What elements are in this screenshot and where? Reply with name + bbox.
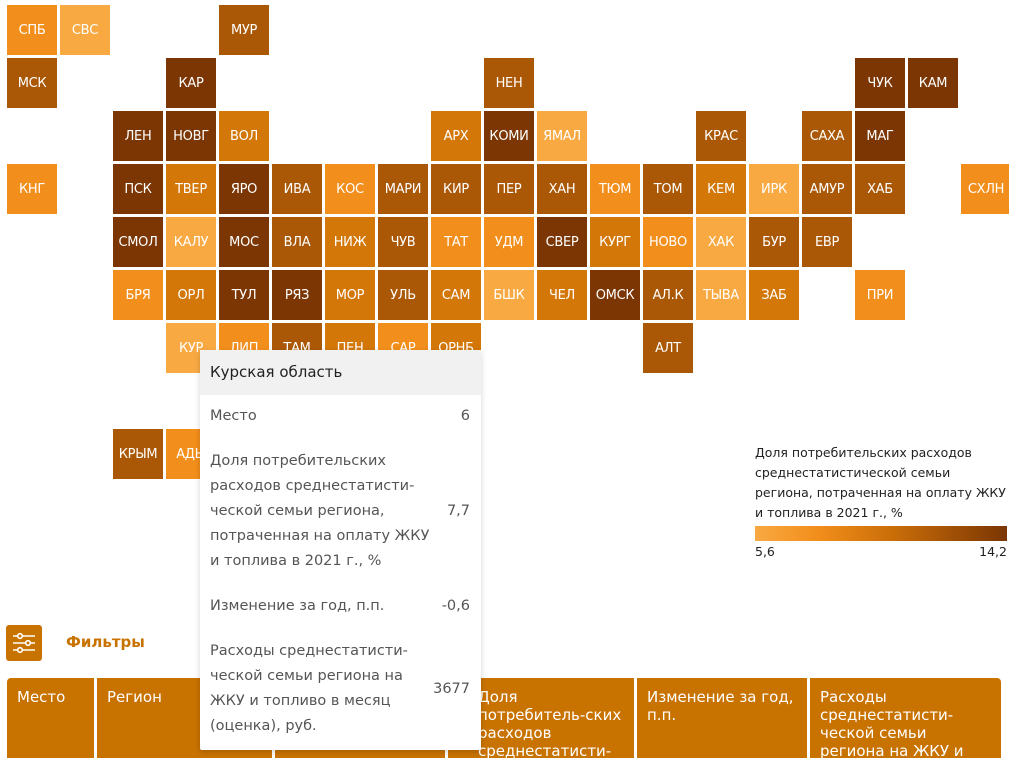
region-tile[interactable]: САМ <box>431 270 481 320</box>
region-tile[interactable]: ВОЛ <box>219 111 269 161</box>
region-tile[interactable]: МОР <box>325 270 375 320</box>
tooltip-value: 6 <box>460 408 470 424</box>
region-tile[interactable]: ПЕР <box>484 164 534 214</box>
region-tile[interactable]: КАМ <box>908 58 958 108</box>
tooltip-row: Изменение за год, п.п. -0,6 <box>200 594 481 619</box>
region-tile[interactable]: ИВА <box>272 164 322 214</box>
region-tile[interactable]: КУРГ <box>590 217 640 267</box>
region-tile[interactable]: ХАБ <box>855 164 905 214</box>
region-tile[interactable]: ЧУВ <box>378 217 428 267</box>
legend-title: Доля потребительских расходов среднестат… <box>755 445 1006 520</box>
region-tile[interactable]: КУР <box>166 323 216 373</box>
legend-min: 5,6 <box>755 544 775 559</box>
region-tile[interactable]: ХАН <box>537 164 587 214</box>
region-tile[interactable]: КАР <box>166 58 216 108</box>
region-tile[interactable]: НОВГ <box>166 111 216 161</box>
region-tile[interactable]: ПРИ <box>855 270 905 320</box>
region-tile[interactable]: АЛ.К <box>643 270 693 320</box>
legend-gradient-bar <box>755 526 1007 541</box>
region-tile[interactable]: ЧУК <box>855 58 905 108</box>
tooltip-region: Курская область <box>200 350 481 395</box>
region-tile[interactable]: МАРИ <box>378 164 428 214</box>
tooltip-value: 3677 <box>433 680 470 697</box>
tooltip-value: -0,6 <box>441 598 470 614</box>
region-tile[interactable]: АМУР <box>802 164 852 214</box>
tooltip-row: Расходы среднестатисти-ческой семьи реги… <box>200 639 481 739</box>
region-tile[interactable]: АЛТ <box>643 323 693 373</box>
region-tile[interactable]: МУР <box>219 5 269 55</box>
tooltip-label: Расходы среднестатисти-ческой семьи реги… <box>210 643 408 734</box>
region-tile[interactable]: ЕВР <box>802 217 852 267</box>
tile-map: СПБ СВС МУР МСК КАР НЕН ЧУК КАМ ЛЕН НОВГ ВОЛ АРХ КОМ… <box>7 5 1009 479</box>
region-tile[interactable]: ТВЕР <box>166 164 216 214</box>
region-tile[interactable]: ЛЕН <box>113 111 163 161</box>
region-tile[interactable]: ЧЕЛ <box>537 270 587 320</box>
region-tile[interactable]: УЛЬ <box>378 270 428 320</box>
legend: Доля потребительских расходов среднестат… <box>755 443 1007 562</box>
region-tile[interactable]: СПБ <box>7 5 57 55</box>
tooltip-value: 7,7 <box>446 503 470 519</box>
filters-button[interactable] <box>6 625 42 661</box>
region-tile[interactable]: ПСК <box>113 164 163 214</box>
tooltip-row: Доля потребительских расходов среднестат… <box>200 449 481 574</box>
region-tile[interactable]: БШК <box>484 270 534 320</box>
region-tile[interactable]: БУР <box>749 217 799 267</box>
region-tile[interactable]: СМОЛ <box>113 217 163 267</box>
region-tile[interactable]: ЯМАЛ <box>537 111 587 161</box>
region-tile[interactable]: ОРЛ <box>166 270 216 320</box>
region-tile[interactable]: МОС <box>219 217 269 267</box>
region-tile[interactable]: КИР <box>431 164 481 214</box>
region-tile[interactable]: МАГ <box>855 111 905 161</box>
tooltip-row: Место 6 <box>200 404 481 429</box>
region-tile[interactable]: КОМИ <box>484 111 534 161</box>
region-tile[interactable]: АРХ <box>431 111 481 161</box>
region-tile[interactable]: ИРК <box>749 164 799 214</box>
region-tile[interactable]: ТЮМ <box>590 164 640 214</box>
tooltip-label: Место <box>210 408 257 424</box>
region-tile[interactable]: КРАС <box>696 111 746 161</box>
filters-label[interactable]: Фильтры <box>66 633 145 651</box>
region-tile[interactable]: МСК <box>7 58 57 108</box>
region-tile[interactable]: КРЫМ <box>113 429 163 479</box>
region-tile[interactable]: ВЛА <box>272 217 322 267</box>
region-tile[interactable]: УДМ <box>484 217 534 267</box>
column-header-expenses[interactable]: Расходы среднестатисти-ческой семьи реги… <box>810 678 1001 760</box>
region-tile[interactable]: КНГ <box>7 164 57 214</box>
sliders-icon <box>13 632 35 654</box>
region-tile[interactable]: РЯЗ <box>272 270 322 320</box>
region-tile[interactable]: ХАК <box>696 217 746 267</box>
region-tile[interactable]: НИЖ <box>325 217 375 267</box>
tooltip-label: Доля потребительских расходов среднестат… <box>210 453 430 569</box>
region-tile[interactable]: ЗАБ <box>749 270 799 320</box>
region-tile[interactable]: ТАТ <box>431 217 481 267</box>
region-tile[interactable]: СВЕР <box>537 217 587 267</box>
region-tile[interactable]: КАЛУ <box>166 217 216 267</box>
region-tile[interactable]: НОВО <box>643 217 693 267</box>
region-tile[interactable]: ТУЛ <box>219 270 269 320</box>
region-tile[interactable]: ТЫВА <box>696 270 746 320</box>
region-tile[interactable]: СВС <box>60 5 110 55</box>
legend-max: 14,2 <box>979 544 1007 559</box>
table-header: Место Регион Доля потребитель-ских расхо… <box>7 678 1001 778</box>
tooltip: Курская область Место 6 Доля потребитель… <box>200 350 481 750</box>
region-tile[interactable]: ЯРО <box>219 164 269 214</box>
region-tile[interactable]: СХЛН <box>961 164 1009 214</box>
tooltip-label: Изменение за год, п.п. <box>210 598 385 614</box>
region-tile[interactable]: ТОМ <box>643 164 693 214</box>
column-header-place[interactable]: Место <box>7 678 94 758</box>
region-tile[interactable]: НЕН <box>484 58 534 108</box>
region-tile[interactable]: БРЯ <box>113 270 163 320</box>
region-tile[interactable]: САХА <box>802 111 852 161</box>
region-tile[interactable]: ОМСК <box>590 270 640 320</box>
region-tile[interactable]: КОС <box>325 164 375 214</box>
column-header-change[interactable]: Изменение за год, п.п. <box>637 678 807 758</box>
region-tile[interactable]: КЕМ <box>696 164 746 214</box>
